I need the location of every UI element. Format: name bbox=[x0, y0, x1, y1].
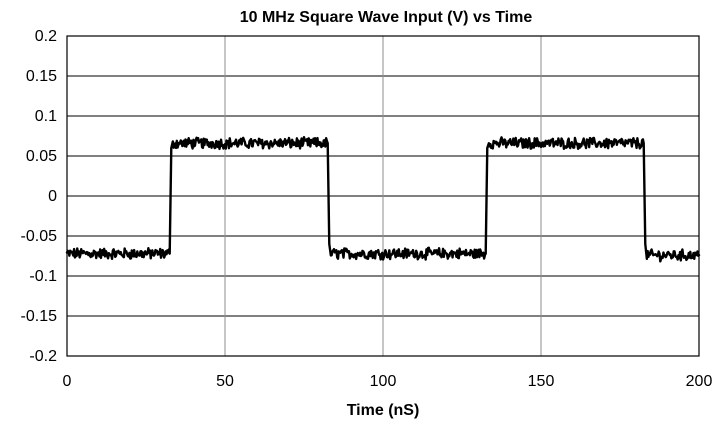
grid-layer bbox=[67, 36, 699, 356]
chart-title: 10 MHz Square Wave Input (V) vs Time bbox=[240, 9, 533, 26]
y-tick-label: 0.2 bbox=[35, 28, 57, 45]
y-tick-label: 0.1 bbox=[35, 108, 57, 125]
square-wave-series-line bbox=[65, 135, 701, 263]
y-tick-label: 0.15 bbox=[26, 68, 57, 85]
y-tick-label: -0.15 bbox=[21, 308, 58, 325]
x-tick-label: 100 bbox=[370, 373, 397, 390]
series-layer bbox=[65, 135, 701, 263]
x-axis-title: Time (nS) bbox=[347, 402, 420, 419]
y-tick-label: -0.2 bbox=[29, 348, 57, 365]
x-tick-label: 150 bbox=[528, 373, 555, 390]
y-tick-label: 0 bbox=[48, 188, 57, 205]
y-axis-tick-labels: 0.2 0.15 0.1 0.05 0 -0.05 -0.1 -0.15 -0.2 bbox=[21, 28, 58, 365]
x-tick-label: 50 bbox=[216, 373, 234, 390]
y-tick-label: -0.05 bbox=[21, 228, 58, 245]
plot-area-border bbox=[66, 35, 700, 357]
x-tick-label: 0 bbox=[63, 373, 72, 390]
y-tick-label: 0.05 bbox=[26, 148, 57, 165]
x-tick-label: 200 bbox=[686, 373, 713, 390]
y-tick-label: -0.1 bbox=[29, 268, 57, 285]
x-axis-tick-labels: 0 50 100 150 200 bbox=[63, 373, 713, 390]
